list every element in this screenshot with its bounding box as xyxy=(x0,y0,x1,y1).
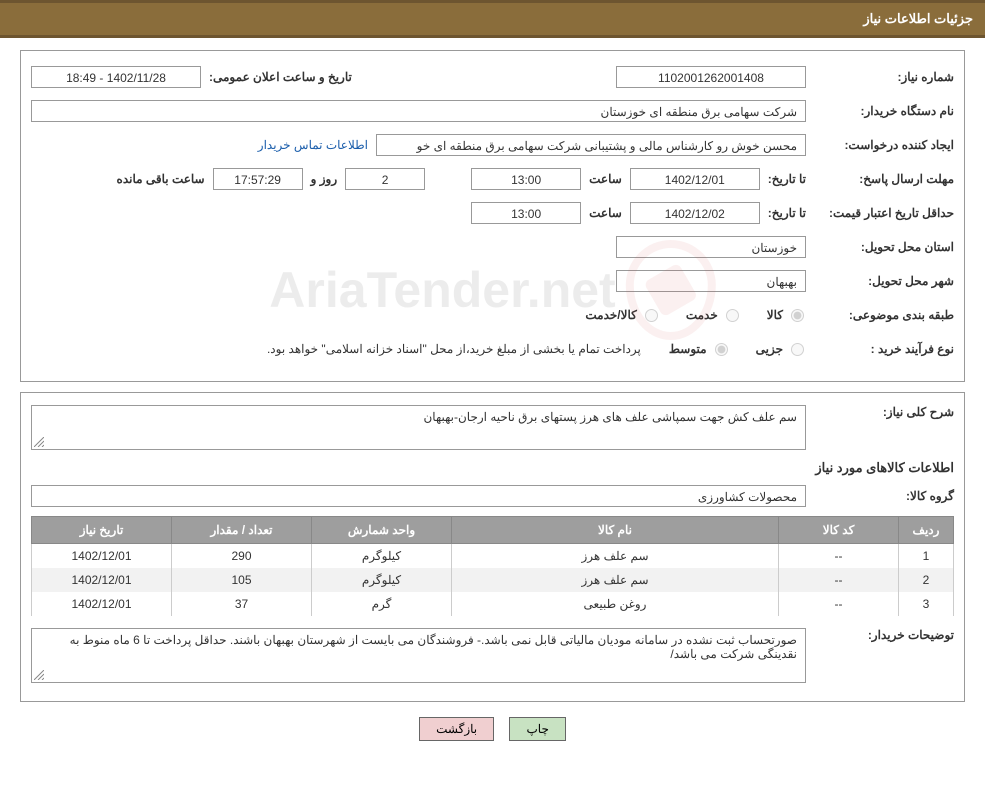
time-label-2: ساعت xyxy=(589,206,622,220)
goods-group-value: محصولات کشاورزی xyxy=(31,485,806,507)
table-cell: 1402/12/01 xyxy=(32,544,172,569)
validity-time-value: 13:00 xyxy=(471,202,581,224)
table-cell: 37 xyxy=(172,592,312,616)
need-desc-value: سم علف کش جهت سمپاشی علف های هرز پستهای … xyxy=(31,405,806,450)
radio-goods xyxy=(791,309,804,322)
until-date-label-2: تا تاریخ: xyxy=(768,206,806,220)
need-desc-text: سم علف کش جهت سمپاشی علف های هرز پستهای … xyxy=(423,410,797,424)
table-cell: -- xyxy=(779,568,899,592)
goods-group-label: گروه کالا: xyxy=(814,489,954,503)
col-row: ردیف xyxy=(899,517,954,544)
until-date-label: تا تاریخ: xyxy=(768,172,806,186)
time-label-1: ساعت xyxy=(589,172,622,186)
radio-partial xyxy=(791,343,804,356)
buyer-notes-value: صورتحساب ثبت نشده در سامانه مودیان مالیا… xyxy=(31,628,806,683)
goods-info-title: اطلاعات کالاهای مورد نیاز xyxy=(31,460,954,476)
col-code: کد کالا xyxy=(779,517,899,544)
table-cell: 1 xyxy=(899,544,954,569)
countdown-value: 17:57:29 xyxy=(213,168,303,190)
table-row: 1--سم علف هرزکیلوگرم2901402/12/01 xyxy=(32,544,954,569)
deadline-time-value: 13:00 xyxy=(471,168,581,190)
need-number-value: 1102001262001408 xyxy=(616,66,806,88)
pt-partial-label: جزیی xyxy=(756,342,783,356)
table-cell: گرم xyxy=(312,592,452,616)
cat-goods-service-label: کالا/خدمت xyxy=(585,308,636,322)
table-cell: 2 xyxy=(899,568,954,592)
announce-label: تاریخ و ساعت اعلان عمومی: xyxy=(209,70,352,84)
table-cell: -- xyxy=(779,544,899,569)
days-value: 2 xyxy=(345,168,425,190)
announce-value: 1402/11/28 - 18:49 xyxy=(31,66,201,88)
col-name: نام کالا xyxy=(452,517,779,544)
table-row: 2--سم علف هرزکیلوگرم1051402/12/01 xyxy=(32,568,954,592)
print-button[interactable]: چاپ xyxy=(509,717,565,741)
col-qty: تعداد / مقدار xyxy=(172,517,312,544)
table-cell: 1402/12/01 xyxy=(32,592,172,616)
buyer-notes-text: صورتحساب ثبت نشده در سامانه مودیان مالیا… xyxy=(70,633,797,661)
city-value: بهبهان xyxy=(616,270,806,292)
buyer-org-label: نام دستگاه خریدار: xyxy=(814,104,954,118)
table-cell: 290 xyxy=(172,544,312,569)
contact-link[interactable]: اطلاعات تماس خریدار xyxy=(258,138,368,152)
validity-label: حداقل تاریخ اعتبار قیمت: xyxy=(814,206,954,220)
goods-panel: شرح کلی نیاز: سم علف کش جهت سمپاشی علف ه… xyxy=(20,392,965,702)
purchase-type-label: نوع فرآیند خرید : xyxy=(814,342,954,356)
col-unit: واحد شمارش xyxy=(312,517,452,544)
province-value: خوزستان xyxy=(616,236,806,258)
buyer-notes-label: توضیحات خریدار: xyxy=(814,628,954,642)
radio-medium xyxy=(715,343,728,356)
info-panel: شماره نیاز: 1102001262001408 تاریخ و ساع… xyxy=(20,50,965,382)
requester-value: محسن خوش رو کارشناس مالی و پشتیبانی شرکت… xyxy=(376,134,806,156)
remaining-label: ساعت باقی مانده xyxy=(117,172,205,186)
table-cell: کیلوگرم xyxy=(312,568,452,592)
table-cell: سم علف هرز xyxy=(452,568,779,592)
table-cell: 105 xyxy=(172,568,312,592)
table-cell: 3 xyxy=(899,592,954,616)
table-cell: روغن طبیعی xyxy=(452,592,779,616)
days-and-label: روز و xyxy=(311,172,338,186)
table-cell: سم علف هرز xyxy=(452,544,779,569)
purchase-note: پرداخت تمام یا بخشی از مبلغ خرید،از محل … xyxy=(267,342,641,356)
buyer-org-value: شرکت سهامی برق منطقه ای خوزستان xyxy=(31,100,806,122)
back-button[interactable]: بازگشت xyxy=(419,717,494,741)
goods-table: ردیف کد کالا نام کالا واحد شمارش تعداد /… xyxy=(31,516,954,616)
table-row: 3--روغن طبیعیگرم371402/12/01 xyxy=(32,592,954,616)
requester-label: ایجاد کننده درخواست: xyxy=(814,138,954,152)
category-label: طبقه بندی موضوعی: xyxy=(814,308,954,322)
table-cell: کیلوگرم xyxy=(312,544,452,569)
cat-service-label: خدمت xyxy=(686,308,718,322)
cat-goods-label: کالا xyxy=(767,308,783,322)
pt-medium-label: متوسط xyxy=(669,342,707,356)
need-desc-label: شرح کلی نیاز: xyxy=(814,405,954,419)
button-row: چاپ بازگشت xyxy=(0,717,985,741)
resize-icon xyxy=(34,437,44,447)
need-number-label: شماره نیاز: xyxy=(814,70,954,84)
radio-goods-service xyxy=(645,309,658,322)
validity-date-value: 1402/12/02 xyxy=(630,202,760,224)
deadline-date-value: 1402/12/01 xyxy=(630,168,760,190)
city-label: شهر محل تحویل: xyxy=(814,274,954,288)
table-cell: -- xyxy=(779,592,899,616)
radio-service xyxy=(726,309,739,322)
page-title: جزئیات اطلاعات نیاز xyxy=(0,0,985,38)
table-header-row: ردیف کد کالا نام کالا واحد شمارش تعداد /… xyxy=(32,517,954,544)
deadline-label: مهلت ارسال پاسخ: xyxy=(814,172,954,186)
resize-icon xyxy=(34,670,44,680)
col-date: تاریخ نیاز xyxy=(32,517,172,544)
table-cell: 1402/12/01 xyxy=(32,568,172,592)
province-label: استان محل تحویل: xyxy=(814,240,954,254)
